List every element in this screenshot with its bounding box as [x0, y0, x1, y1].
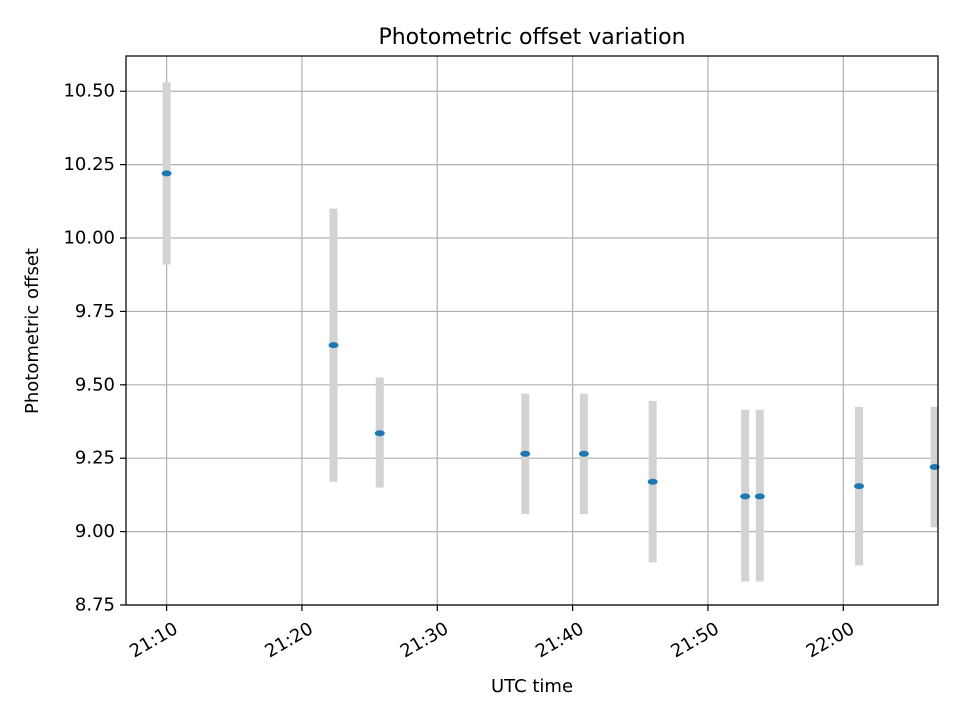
x-axis-label: UTC time — [491, 676, 573, 697]
data-point — [328, 342, 339, 349]
data-points — [161, 170, 940, 500]
data-point — [647, 478, 658, 485]
chart-title: Photometric offset variation — [378, 25, 685, 50]
y-tick-label: 8.75 — [75, 595, 115, 616]
data-point — [854, 483, 865, 490]
data-point — [374, 430, 385, 437]
data-point — [740, 493, 751, 500]
y-tick-label: 10.50 — [63, 81, 115, 102]
y-tick-label: 10.25 — [63, 154, 115, 175]
plot-area-frame — [125, 55, 939, 606]
grid-lines — [126, 56, 938, 606]
data-point — [754, 493, 765, 500]
y-tick-label: 9.25 — [75, 448, 115, 469]
data-point — [520, 450, 531, 457]
data-point — [929, 464, 940, 471]
data-point — [161, 170, 172, 177]
y-tick-label: 9.00 — [75, 521, 115, 542]
y-axis-label: Photometric offset — [22, 248, 43, 414]
y-tick-label: 9.75 — [75, 301, 115, 322]
data-point — [578, 450, 589, 457]
y-tick-label: 10.00 — [63, 228, 115, 249]
y-tick-label: 9.50 — [75, 374, 115, 395]
